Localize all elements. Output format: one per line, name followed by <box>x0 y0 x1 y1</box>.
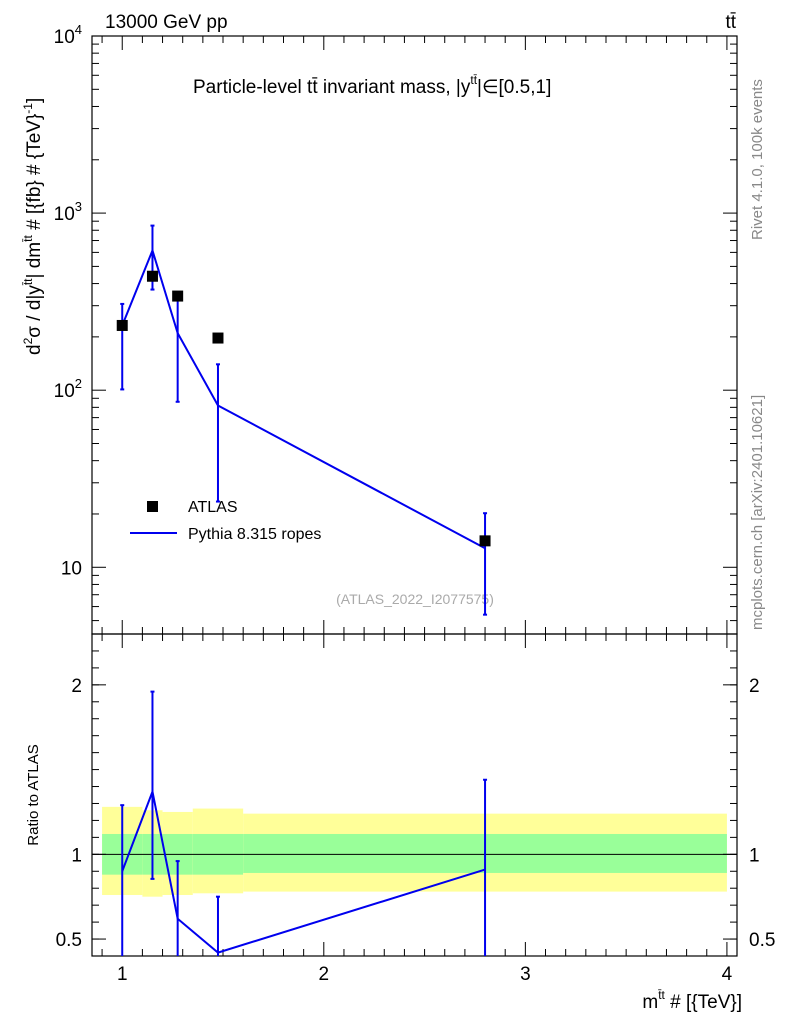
x-tick-label: 1 <box>117 964 128 985</box>
ratio-panel: 0.5 0.5 1 1 2 2 1 2 3 4 Ratio to ATLAS mt̄t # [{T… <box>25 633 775 1013</box>
y-tick-exp: 4 <box>75 22 82 37</box>
data-point <box>146 270 158 282</box>
ylabel-d: # [{fb} # {TeV} <box>24 114 45 236</box>
ratio-line <box>121 787 486 954</box>
y-tick-label: 103 <box>54 199 82 225</box>
ratio-y-tick-label-left: 0.5 <box>56 930 82 951</box>
ylabel-b: σ / d|y <box>24 285 45 338</box>
y-tick-base: 10 <box>54 381 75 402</box>
y-tick-label: 104 <box>54 22 82 48</box>
x-tick-label: 2 <box>319 964 330 985</box>
y-tick-exp: 2 <box>75 376 82 391</box>
watermark: (ATLAS_2022_I2077575) <box>336 591 494 607</box>
x-tick-label: 4 <box>722 964 733 985</box>
main-title: Particle-level tt̄ invariant mass, |ytt̄… <box>193 73 551 98</box>
mc-line <box>121 247 486 550</box>
data-point <box>116 319 128 331</box>
legend-label-pythia: Pythia 8.315 ropes <box>188 526 321 543</box>
ylabel-c: | dm <box>24 242 45 279</box>
main-frame <box>91 35 738 635</box>
legend-label-atlas: ATLAS <box>188 499 238 516</box>
ratio-y-tick-label-right: 0.5 <box>749 930 775 951</box>
title-tt: tt̄ <box>307 77 318 98</box>
ratio-y-tick-label-right: 2 <box>749 676 760 697</box>
y-tick-label: 102 <box>54 376 82 402</box>
ratio-y-tick-label-left: 2 <box>71 676 82 697</box>
xlabel-a: m <box>642 992 658 1013</box>
rivet-label: Rivet 4.1.0, 100k events <box>749 79 766 240</box>
title-tail: |∈[0.5,1] <box>477 77 551 98</box>
ylabel-b-sup: t̄t <box>21 278 35 286</box>
data-point <box>479 535 491 547</box>
title-lead: Particle-level <box>193 77 307 98</box>
main-ylabel: d2σ / d|yt̄t| dmt̄t # [{fb} # {TeV}-1] <box>21 98 45 355</box>
x-axis-label: mt̄t # [{TeV}] <box>642 988 742 1013</box>
ylabel-a: d <box>24 344 45 355</box>
legend-marker-atlas <box>147 501 158 512</box>
y-tick-base: 10 <box>54 204 75 225</box>
xlabel-b: # [{TeV}] <box>665 992 742 1013</box>
ratio-ylabel: Ratio to ATLAS <box>25 744 42 845</box>
ratio-frame <box>91 633 738 957</box>
ylabel-d-sup: -1 <box>21 103 35 114</box>
main-panel: Particle-level tt̄ invariant mass, |ytt̄… <box>21 22 738 635</box>
ratio-ticks: 0.5 0.5 1 1 2 2 1 2 3 4 <box>56 634 775 985</box>
y-tick-exp: 3 <box>75 199 82 214</box>
xlabel-a-sup: t̄t <box>658 988 666 1002</box>
y-tick-base: 10 <box>61 558 82 579</box>
data-point <box>172 290 184 302</box>
y-tick-base: 10 <box>54 27 75 48</box>
ylabel-c-sup: t̄t <box>21 235 35 243</box>
ratio-bands <box>92 806 737 897</box>
ylabel-e: ] <box>24 98 45 103</box>
process-label: tt̄ <box>725 12 736 33</box>
data-point <box>212 332 224 344</box>
y-tick-label: 10 <box>61 558 82 579</box>
ratio-y-tick-label-right: 1 <box>749 845 760 866</box>
title-mid: invariant mass, |y <box>318 77 471 98</box>
mcplots-label: mcplots.cern.ch [arXiv:2401.10621] <box>749 395 766 630</box>
x-tick-label: 3 <box>520 964 531 985</box>
ratio-marks <box>120 690 488 956</box>
main-marks <box>116 224 491 616</box>
title-sup: tt̄ <box>470 73 477 87</box>
ylabel-a-sup: 2 <box>21 337 35 344</box>
energy-label: 13000 GeV pp <box>105 12 228 33</box>
ratio-y-tick-label-left: 1 <box>71 845 82 866</box>
